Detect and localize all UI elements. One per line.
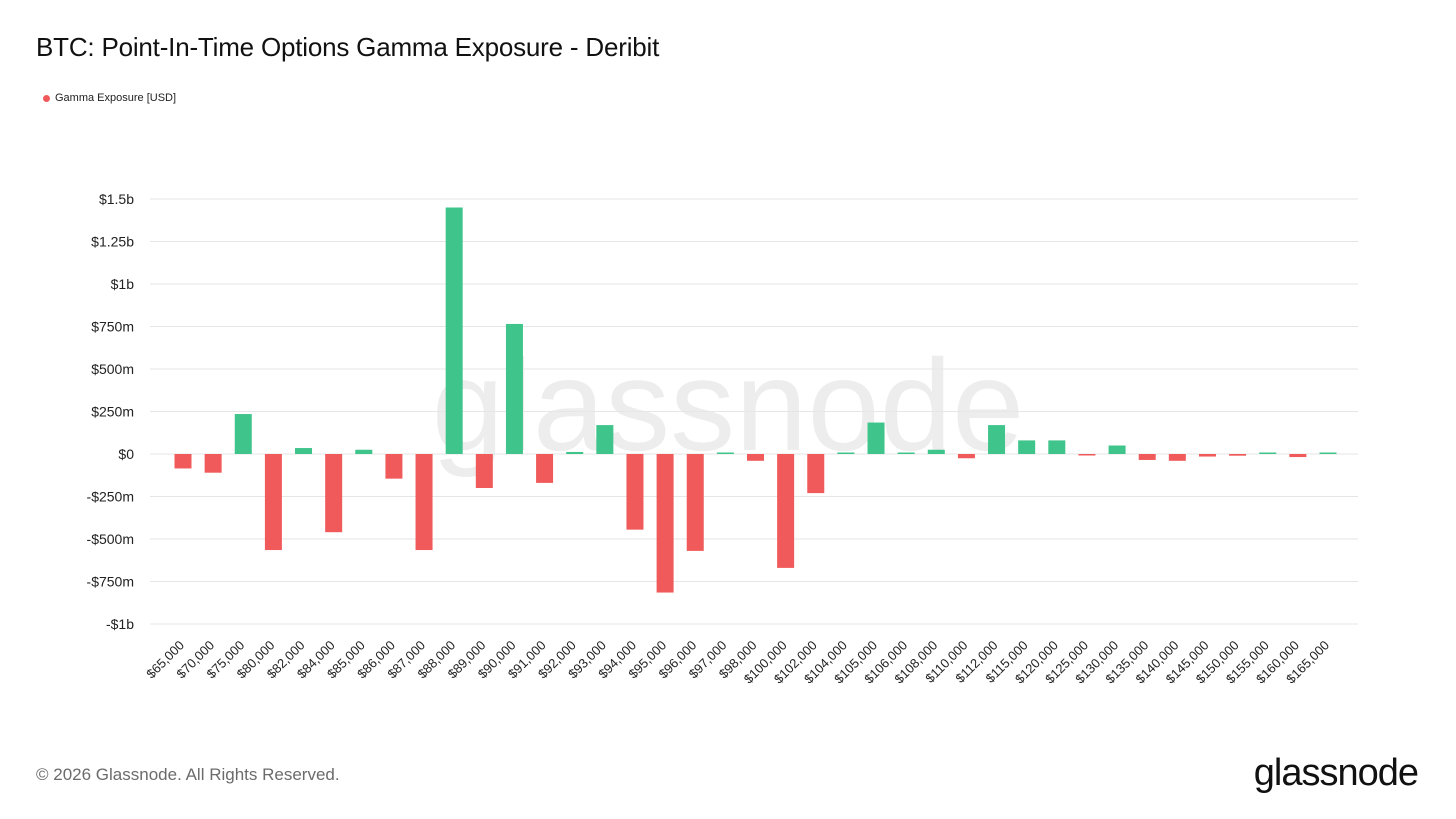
bar-84000[interactable] bbox=[325, 454, 343, 533]
bar-110000[interactable] bbox=[957, 454, 975, 459]
bar-135000[interactable] bbox=[1138, 454, 1156, 460]
bar-150000[interactable] bbox=[1229, 454, 1247, 456]
bar-92000[interactable] bbox=[566, 451, 584, 454]
bar-91000[interactable] bbox=[536, 454, 554, 483]
bar-145000[interactable] bbox=[1198, 454, 1216, 457]
legend[interactable]: Gamma Exposure [USD] bbox=[43, 92, 176, 104]
bar-125000[interactable] bbox=[1078, 454, 1096, 456]
legend-marker bbox=[43, 94, 50, 102]
bar-82000[interactable] bbox=[295, 448, 313, 454]
bar-89000[interactable] bbox=[475, 454, 493, 488]
y-tick-label: -$500m bbox=[87, 531, 134, 547]
bar-85000[interactable] bbox=[355, 449, 373, 454]
bar-96000[interactable] bbox=[686, 454, 704, 551]
bar-104000[interactable] bbox=[837, 452, 855, 455]
gamma-exposure-chart: glassnode $1.5b$1.25b$1b$750m$500m$250m$… bbox=[87, 191, 1358, 687]
copyright-notice: © 2026 Glassnode. All Rights Reserved. bbox=[36, 765, 340, 784]
bar-94000[interactable] bbox=[626, 454, 644, 530]
bar-106000[interactable] bbox=[897, 452, 915, 455]
y-tick-label: $750m bbox=[91, 319, 134, 335]
bar-70000[interactable] bbox=[204, 454, 222, 473]
bar-97000[interactable] bbox=[716, 452, 734, 455]
bar-165000[interactable] bbox=[1319, 452, 1337, 455]
bar-80000[interactable] bbox=[264, 454, 282, 551]
bar-65000[interactable] bbox=[174, 454, 192, 469]
y-tick-label: $1.5b bbox=[99, 191, 134, 207]
bar-100000[interactable] bbox=[777, 454, 795, 568]
bars bbox=[174, 207, 1337, 593]
bar-130000[interactable] bbox=[1108, 445, 1126, 455]
y-tick-label: -$1b bbox=[106, 616, 134, 632]
bar-140000[interactable] bbox=[1168, 454, 1186, 461]
y-tick-label: $1b bbox=[111, 276, 135, 292]
bar-88000[interactable] bbox=[445, 207, 463, 455]
bar-112000[interactable] bbox=[988, 425, 1006, 454]
x-axis: $65,000$70,000$75,000$80,000$82,000$84,0… bbox=[143, 638, 1332, 687]
bar-87000[interactable] bbox=[415, 454, 433, 551]
glassnode-logo: glassnode bbox=[1253, 752, 1419, 794]
y-tick-label: $0 bbox=[118, 446, 134, 462]
y-tick-label: -$250m bbox=[87, 489, 134, 505]
bar-120000[interactable] bbox=[1048, 440, 1066, 454]
bar-102000[interactable] bbox=[807, 454, 825, 494]
bar-108000[interactable] bbox=[927, 449, 945, 454]
bar-95000[interactable] bbox=[656, 454, 674, 593]
bar-115000[interactable] bbox=[1018, 440, 1036, 454]
y-tick-label: $250m bbox=[91, 404, 134, 420]
bar-155000[interactable] bbox=[1259, 452, 1277, 455]
y-tick-label: $500m bbox=[91, 361, 134, 377]
y-tick-label: $1.25b bbox=[91, 234, 134, 250]
bar-93000[interactable] bbox=[596, 425, 614, 454]
y-tick-label: -$750m bbox=[87, 574, 134, 590]
legend-label: Gamma Exposure [USD] bbox=[55, 92, 177, 104]
bar-160000[interactable] bbox=[1289, 454, 1307, 458]
bar-86000[interactable] bbox=[385, 454, 403, 479]
bar-98000[interactable] bbox=[747, 454, 764, 461]
bar-90000[interactable] bbox=[505, 323, 523, 454]
bar-75000[interactable] bbox=[234, 414, 252, 454]
chart-title: BTC: Point-In-Time Options Gamma Exposur… bbox=[36, 32, 660, 62]
y-axis: $1.5b $1.25b $1b $750m $500m $250m $0 -$250m -$5… bbox=[87, 191, 135, 632]
bar-105000[interactable] bbox=[867, 422, 885, 454]
grid-lines bbox=[150, 198, 1358, 625]
